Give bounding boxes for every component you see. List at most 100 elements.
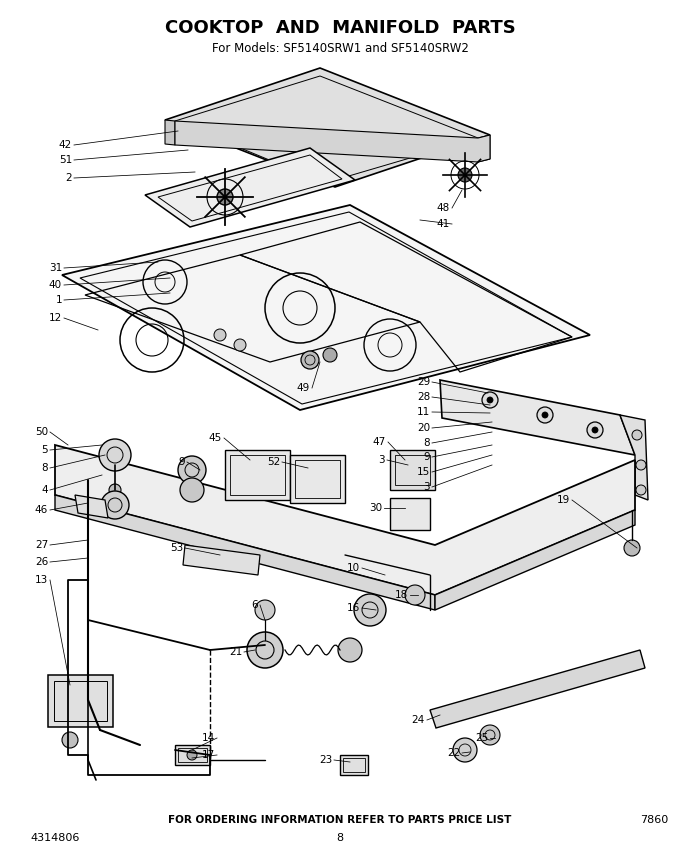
Text: 29: 29 <box>417 377 430 387</box>
Text: 51: 51 <box>58 155 72 165</box>
Text: 28: 28 <box>417 392 430 402</box>
Text: For Models: SF5140SRW1 and SF5140SRW2: For Models: SF5140SRW1 and SF5140SRW2 <box>211 41 469 54</box>
Circle shape <box>487 397 493 403</box>
Polygon shape <box>75 495 108 518</box>
Text: 53: 53 <box>170 543 183 553</box>
Text: 17: 17 <box>202 750 215 760</box>
Text: 24: 24 <box>412 715 425 725</box>
Text: 12: 12 <box>49 313 62 323</box>
Text: 46: 46 <box>35 505 48 515</box>
Text: 8: 8 <box>424 438 430 448</box>
Polygon shape <box>165 120 175 145</box>
Polygon shape <box>478 135 490 162</box>
Circle shape <box>354 594 386 626</box>
Circle shape <box>482 392 498 408</box>
Circle shape <box>323 348 337 362</box>
Text: 50: 50 <box>35 427 48 437</box>
Bar <box>340 755 368 775</box>
Text: FOR ORDERING INFORMATION REFER TO PARTS PRICE LIST: FOR ORDERING INFORMATION REFER TO PARTS … <box>169 815 511 825</box>
Circle shape <box>636 485 646 495</box>
Circle shape <box>214 329 226 341</box>
Bar <box>175 745 210 765</box>
Text: 26: 26 <box>35 557 48 567</box>
Text: 42: 42 <box>58 140 72 150</box>
Text: 4314806: 4314806 <box>30 833 80 843</box>
Circle shape <box>234 339 246 351</box>
Polygon shape <box>62 205 590 410</box>
Circle shape <box>480 725 500 745</box>
Text: 3: 3 <box>378 455 385 465</box>
Circle shape <box>180 478 204 502</box>
Text: 41: 41 <box>437 219 450 229</box>
Bar <box>295 460 340 498</box>
Text: 20: 20 <box>417 423 430 433</box>
Circle shape <box>101 491 129 519</box>
Circle shape <box>187 750 197 760</box>
Polygon shape <box>145 148 355 227</box>
Polygon shape <box>430 650 645 728</box>
Text: 3: 3 <box>424 482 430 492</box>
Circle shape <box>62 732 78 748</box>
Circle shape <box>301 351 319 369</box>
Text: 15: 15 <box>417 467 430 477</box>
Polygon shape <box>175 121 490 162</box>
Text: 49: 49 <box>296 383 310 393</box>
Text: 19: 19 <box>557 495 570 505</box>
Text: 5: 5 <box>41 445 48 455</box>
Text: 22: 22 <box>447 748 460 758</box>
Circle shape <box>624 540 640 556</box>
Text: 7860: 7860 <box>640 815 668 825</box>
Bar <box>395 455 430 485</box>
Circle shape <box>99 439 131 471</box>
Text: 9: 9 <box>424 452 430 462</box>
Circle shape <box>453 738 477 762</box>
Circle shape <box>587 422 603 438</box>
Bar <box>343 758 365 772</box>
Bar <box>178 748 207 762</box>
Bar <box>230 455 285 495</box>
Polygon shape <box>620 415 648 500</box>
Bar <box>390 498 430 530</box>
Bar <box>225 450 290 500</box>
Text: 11: 11 <box>417 407 430 417</box>
Text: 25: 25 <box>475 733 488 743</box>
Circle shape <box>592 427 598 433</box>
Polygon shape <box>183 545 260 575</box>
Text: 30: 30 <box>369 503 382 513</box>
Text: 4: 4 <box>41 485 48 495</box>
Text: 45: 45 <box>209 433 222 443</box>
Circle shape <box>458 168 472 182</box>
Text: 21: 21 <box>228 647 242 657</box>
Text: 27: 27 <box>35 540 48 550</box>
Circle shape <box>405 585 425 605</box>
Text: 52: 52 <box>267 457 280 467</box>
Polygon shape <box>440 380 635 455</box>
Text: 23: 23 <box>319 755 332 765</box>
Circle shape <box>338 638 362 662</box>
Polygon shape <box>55 495 435 610</box>
Circle shape <box>178 456 206 484</box>
Text: 1: 1 <box>55 295 62 305</box>
Text: 18: 18 <box>395 590 408 600</box>
Text: 14: 14 <box>202 733 215 743</box>
Text: 40: 40 <box>49 280 62 290</box>
Polygon shape <box>55 445 635 595</box>
Circle shape <box>542 412 548 418</box>
Circle shape <box>632 430 642 440</box>
Text: 8: 8 <box>337 833 343 843</box>
Bar <box>390 450 435 490</box>
Text: 2: 2 <box>65 173 72 183</box>
Text: 31: 31 <box>49 263 62 273</box>
Text: 9: 9 <box>178 457 185 467</box>
Bar <box>54 681 107 721</box>
Text: 47: 47 <box>373 437 386 447</box>
Circle shape <box>537 407 553 423</box>
Polygon shape <box>435 510 635 610</box>
Text: 13: 13 <box>35 575 48 585</box>
Circle shape <box>636 460 646 470</box>
Circle shape <box>255 600 275 620</box>
Bar <box>290 455 345 503</box>
Text: 8: 8 <box>41 463 48 473</box>
Circle shape <box>109 484 121 496</box>
Circle shape <box>217 189 233 205</box>
